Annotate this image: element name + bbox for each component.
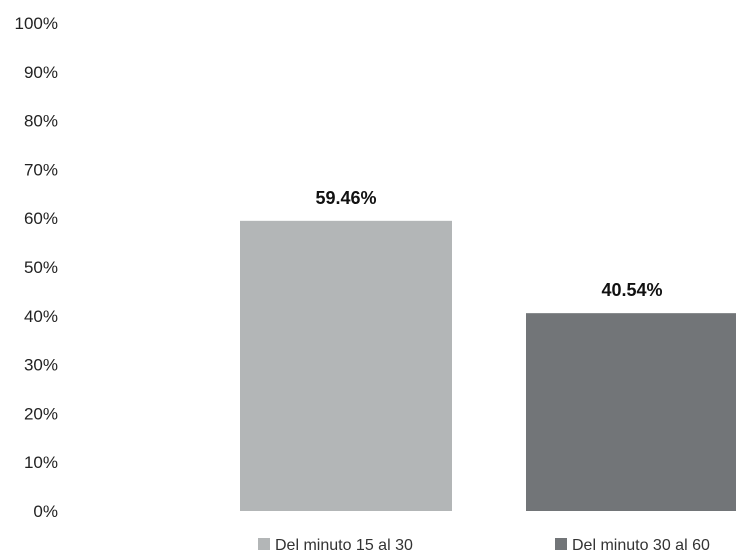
legend-label: Del minuto 15 al 30	[275, 537, 413, 553]
bar-value-label: 59.46%	[315, 188, 376, 208]
legend-swatch	[258, 538, 270, 550]
bars	[240, 220, 736, 511]
bar	[526, 313, 736, 511]
y-tick-label: 40%	[24, 307, 58, 326]
y-axis: 0% 10% 20% 30% 40% 50% 60% 70% 80% 90% 100%	[15, 14, 58, 521]
data-labels: 59.46% 40.54%	[315, 188, 662, 300]
y-tick-label: 0%	[33, 502, 58, 521]
bar-value-label: 40.54%	[601, 280, 662, 300]
y-tick-label: 20%	[24, 404, 58, 423]
bar	[240, 220, 452, 511]
y-tick-label: 70%	[24, 160, 58, 179]
y-tick-label: 80%	[24, 112, 58, 131]
y-tick-label: 100%	[15, 14, 58, 33]
y-tick-label: 10%	[24, 453, 58, 472]
legend-label: Del minuto 30 al 60	[572, 537, 710, 553]
y-tick-label: 60%	[24, 209, 58, 228]
legend-swatch	[555, 538, 567, 550]
y-tick-label: 50%	[24, 258, 58, 277]
y-tick-label: 30%	[24, 356, 58, 375]
y-tick-label: 90%	[24, 63, 58, 82]
legend: Del minuto 15 al 30 Del minuto 30 al 60	[258, 537, 710, 553]
